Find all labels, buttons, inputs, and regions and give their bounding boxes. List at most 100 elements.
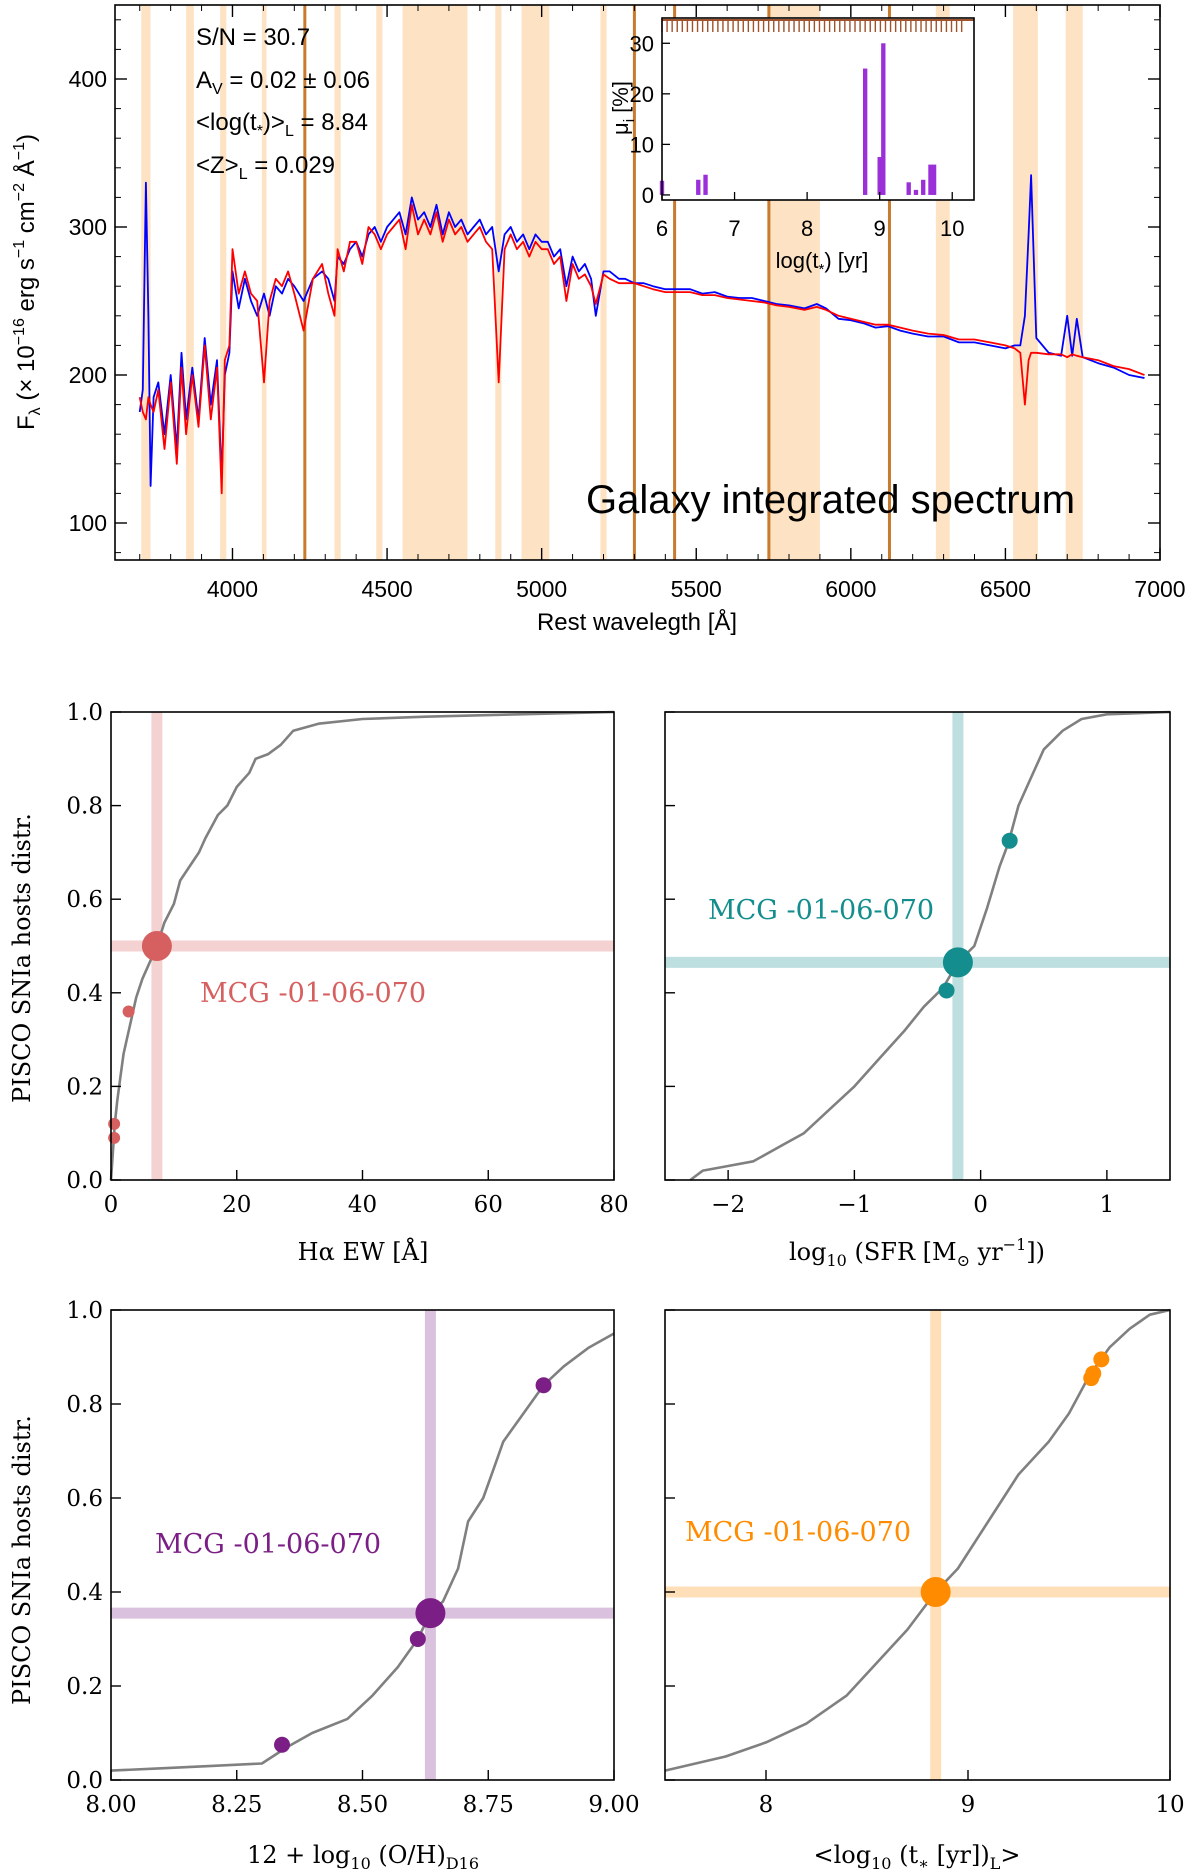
av-annotation: AV = 0.02 ± 0.06 bbox=[196, 67, 370, 98]
inset-y-tick-label: 30 bbox=[630, 31, 654, 56]
y-tick-label: 1.0 bbox=[66, 1298, 103, 1324]
x-tick-label: −1 bbox=[837, 1192, 871, 1218]
galaxy-label: MCG -01-06-070 bbox=[155, 1529, 381, 1560]
y-tick-label: 0.8 bbox=[66, 794, 103, 820]
masked-region bbox=[376, 5, 383, 560]
y-tick-label: 0.0 bbox=[66, 1168, 103, 1194]
inset-ssp-ticks bbox=[661, 19, 974, 32]
spectrum-panel: 4000 4500 5000 5500 6000 6500 7000100200300400… bbox=[11, 4, 1186, 636]
masked-region bbox=[261, 5, 267, 560]
y-tick-label: 0.6 bbox=[66, 1486, 103, 1512]
inset-x-tick-label: 10 bbox=[940, 216, 964, 241]
inset-ticks: 6 7 8 9 10 0 10 20 30 bbox=[630, 31, 965, 241]
sn-host-point bbox=[274, 1736, 291, 1753]
y-tick-label: 300 bbox=[69, 214, 107, 240]
panel-frame bbox=[664, 1309, 1171, 1781]
inset-bar bbox=[906, 182, 911, 195]
x-tick-label: 5000 bbox=[516, 576, 567, 602]
x-tick-label: 0 bbox=[973, 1192, 988, 1218]
sn-annotation: S/N = 30.7 bbox=[196, 24, 310, 51]
galaxy-point bbox=[141, 931, 172, 961]
x-tick-label: 4500 bbox=[361, 576, 412, 602]
inset-y-tick-label: 20 bbox=[630, 82, 654, 107]
metallicity-ylabel: PISCO SNIa hosts distr. bbox=[8, 1415, 36, 1705]
inset-frame bbox=[661, 17, 975, 201]
inset-y-tick-label: 10 bbox=[630, 132, 654, 157]
spectrum-frame bbox=[114, 4, 1161, 561]
age-xlabel: <log10 (t∗ [yr])L> bbox=[814, 1841, 1021, 1873]
y-tick-label: 200 bbox=[69, 362, 107, 388]
inset-y-tick-label: 0 bbox=[642, 183, 654, 208]
galaxy-label: MCG -01-06-070 bbox=[685, 1517, 911, 1548]
x-tick-label: 9 bbox=[961, 1792, 976, 1818]
inset-bar bbox=[862, 68, 868, 195]
inset-x-tick-label: 6 bbox=[656, 216, 668, 241]
x-tick-label: 8 bbox=[759, 1792, 774, 1818]
metallicity-xlabel: 12 + log10 (O/H)D16 bbox=[247, 1841, 479, 1873]
metallicity-panel: MCG -01-06-070 8.00 8.25 8.50 8.75 9.00 0.0 0.2… bbox=[66, 1298, 639, 1818]
inset-bar bbox=[703, 174, 708, 195]
panel-frame bbox=[664, 711, 1171, 1181]
masked-region bbox=[495, 5, 502, 560]
cumulative-curve bbox=[109, 710, 615, 1181]
x-tick-label: 60 bbox=[474, 1192, 503, 1218]
inset-bar bbox=[928, 164, 933, 195]
galaxy-point bbox=[920, 1577, 951, 1607]
masked-region bbox=[186, 5, 194, 560]
halpha-ew-panel: MCG -01-06-070 0 20 40 60 80 0.0 0.2 0.4 0.6 0.8 1.… bbox=[66, 700, 628, 1218]
y-tick-label: 0.6 bbox=[66, 887, 103, 913]
x-tick-label: 20 bbox=[222, 1192, 251, 1218]
sn-host-point bbox=[535, 1377, 552, 1394]
y-tick-label: 1.0 bbox=[66, 700, 103, 726]
masked-region bbox=[334, 5, 341, 560]
galaxy-point bbox=[415, 1598, 446, 1629]
masked-region bbox=[600, 5, 607, 560]
spectrum-ylabel: Fλ (× 10−16 erg s−1 cm−2 Å−1) bbox=[11, 134, 44, 430]
spectrum-observed-line bbox=[138, 174, 1145, 487]
age-panel: MCG -01-06-070 8 9 10 bbox=[664, 1308, 1185, 1818]
y-tick-label: 0.0 bbox=[66, 1768, 103, 1794]
y-tick-label: 0.2 bbox=[66, 1074, 103, 1100]
galaxy-label: MCG -01-06-070 bbox=[708, 895, 934, 926]
masked-region bbox=[220, 5, 227, 560]
x-tick-label: 5500 bbox=[671, 576, 722, 602]
x-tick-label: 8.50 bbox=[337, 1792, 388, 1818]
inset-bar bbox=[921, 179, 926, 195]
inset-bar bbox=[913, 189, 919, 195]
sn-host-point bbox=[108, 1131, 121, 1144]
masked-region bbox=[1065, 5, 1083, 560]
spectrum-model-line bbox=[138, 203, 1145, 495]
x-tick-label: 4000 bbox=[207, 576, 258, 602]
sfr-xlabel: log10 (SFR [M⊙ yr−1]) bbox=[789, 1235, 1045, 1270]
y-tick-label: 400 bbox=[69, 66, 107, 92]
inset-bar bbox=[877, 157, 882, 195]
x-tick-label: 8.75 bbox=[463, 1792, 514, 1818]
x-tick-label: 9.00 bbox=[588, 1792, 639, 1818]
inset-bar bbox=[696, 179, 701, 195]
age-annotation: <log(t*)>L = 8.84 bbox=[196, 109, 368, 140]
inset-histogram: 6 7 8 9 10 0 10 20 30 log(t*) [yr] μi [%] bbox=[608, 17, 975, 278]
x-tick-label: 10 bbox=[1155, 1792, 1184, 1818]
x-tick-label: 1 bbox=[1100, 1192, 1115, 1218]
x-tick-label: 7000 bbox=[1134, 576, 1185, 602]
x-tick-label: 0 bbox=[104, 1192, 119, 1218]
halpha-xlabel: Hα EW [Å] bbox=[298, 1237, 429, 1266]
halpha-ylabel: PISCO SNIa hosts distr. bbox=[8, 813, 36, 1103]
sfr-panel: MCG -01-06-070 −2 −1 0 1 bbox=[664, 710, 1171, 1218]
x-tick-label: −2 bbox=[711, 1192, 745, 1218]
masked-region bbox=[141, 5, 151, 560]
spectrum-xlabel: Rest wavelegth [Å] bbox=[537, 608, 737, 636]
galaxy-label: MCG -01-06-070 bbox=[200, 978, 426, 1009]
y-tick-label: 100 bbox=[69, 510, 107, 536]
inset-x-tick-label: 7 bbox=[728, 216, 740, 241]
sn-host-point bbox=[1093, 1351, 1110, 1368]
y-tick-label: 0.8 bbox=[66, 1392, 103, 1418]
sn-host-point bbox=[1001, 832, 1018, 849]
x-tick-label: 6500 bbox=[980, 576, 1031, 602]
x-tick-label: 8.25 bbox=[211, 1792, 262, 1818]
spectrum-title: Galaxy integrated spectrum bbox=[586, 478, 1075, 522]
sn-host-point bbox=[409, 1631, 426, 1647]
x-tick-label: 8.00 bbox=[85, 1792, 136, 1818]
